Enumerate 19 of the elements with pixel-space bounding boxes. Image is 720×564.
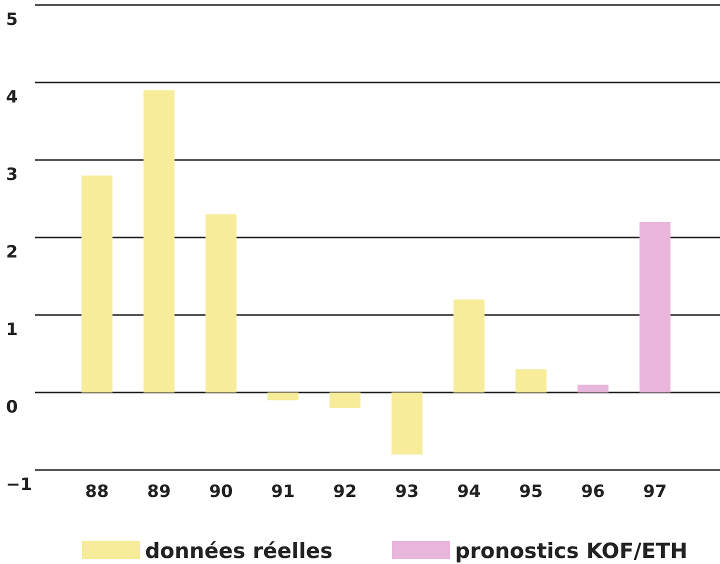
y-tick-label: −1	[6, 475, 32, 495]
y-tick-label: 5	[6, 10, 18, 30]
x-tick-label: 96	[581, 482, 605, 502]
x-tick-label: 89	[147, 482, 171, 502]
y-tick-label: 4	[6, 88, 18, 108]
x-tick-label: 94	[457, 482, 481, 502]
legend-label: données réelles	[145, 539, 333, 563]
y-tick-label: 3	[6, 165, 18, 185]
x-tick-label: 88	[85, 482, 109, 502]
x-tick-label: 97	[643, 482, 667, 502]
x-tick-label: 92	[333, 482, 357, 502]
y-tick-label: 2	[6, 242, 18, 262]
x-tick-label: 95	[519, 482, 543, 502]
x-tick-label: 93	[395, 482, 419, 502]
y-tick-label: 0	[6, 398, 18, 418]
x-tick-label: 91	[271, 482, 295, 502]
y-tick-label: 1	[6, 320, 18, 340]
legend-label: pronostics KOF/ETH	[455, 539, 688, 563]
x-tick-label: 90	[209, 482, 233, 502]
